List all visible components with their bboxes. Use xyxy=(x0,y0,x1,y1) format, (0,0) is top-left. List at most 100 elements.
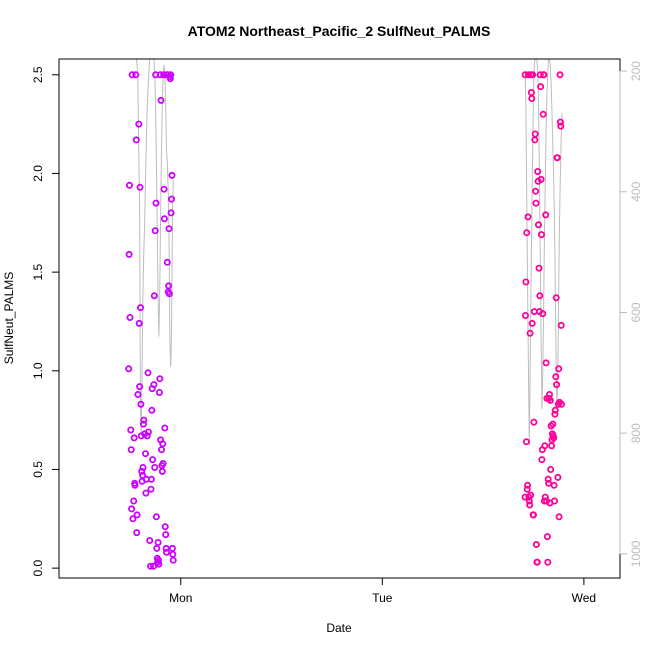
data-point xyxy=(168,171,176,179)
data-point xyxy=(526,501,534,509)
y2-tick-label: 400 xyxy=(629,181,643,201)
data-point xyxy=(160,215,168,223)
data-point xyxy=(547,465,555,473)
data-point xyxy=(537,83,545,91)
data-point xyxy=(525,497,533,505)
data-point xyxy=(534,167,542,175)
data-point xyxy=(536,71,544,79)
data-point xyxy=(556,118,564,126)
data-point xyxy=(127,426,135,434)
data-point xyxy=(525,71,533,79)
data-point xyxy=(133,511,141,519)
x-axis-label: Date xyxy=(326,621,352,635)
data-point xyxy=(157,96,165,104)
data-point xyxy=(555,365,563,373)
data-point xyxy=(128,505,136,513)
data-point xyxy=(544,475,552,483)
data-point xyxy=(535,264,543,272)
data-point xyxy=(155,560,163,568)
data-point xyxy=(146,562,154,570)
data-point xyxy=(542,211,550,219)
data-point xyxy=(528,95,536,103)
data-point xyxy=(542,359,550,367)
data-point xyxy=(148,406,156,414)
data-point xyxy=(136,304,144,312)
data-point xyxy=(129,515,137,523)
data-point xyxy=(530,511,538,519)
data-point xyxy=(142,489,150,497)
x-tick-label: Wed xyxy=(572,591,596,605)
data-point xyxy=(168,544,176,552)
y2-tick-label: 600 xyxy=(629,302,643,322)
data-point xyxy=(543,533,551,541)
data-point xyxy=(136,183,144,191)
data-point xyxy=(550,481,558,489)
data-point xyxy=(158,467,166,475)
data-point xyxy=(139,463,147,471)
x-tick-label: Mon xyxy=(169,591,192,605)
data-point xyxy=(549,420,557,428)
data-point xyxy=(127,446,135,454)
data-points-layer xyxy=(125,71,566,570)
data-point xyxy=(161,523,169,531)
data-point xyxy=(522,438,530,446)
data-point xyxy=(152,513,160,521)
data-point xyxy=(137,400,145,408)
data-point xyxy=(156,375,164,383)
y-tick-label: 0.0 xyxy=(31,559,45,576)
data-point xyxy=(527,491,535,499)
data-point xyxy=(167,195,175,203)
data-point xyxy=(165,290,173,298)
y2-tick-label: 1000 xyxy=(629,540,643,567)
data-point xyxy=(156,71,164,79)
y-tick-label: 2.0 xyxy=(31,165,45,182)
data-point xyxy=(157,446,165,454)
data-point xyxy=(147,475,155,483)
data-point xyxy=(167,71,175,79)
data-point xyxy=(523,485,531,493)
data-point xyxy=(533,558,541,566)
data-point xyxy=(553,381,561,389)
x-tick-label: Tue xyxy=(372,591,393,605)
data-point xyxy=(545,479,553,487)
data-point xyxy=(126,181,134,189)
pressure-line-layer xyxy=(127,58,563,446)
chart-title: ATOM2 Northeast_Pacific_2 SulfNeut_PALMS xyxy=(188,23,491,39)
data-point xyxy=(154,539,162,547)
pressure-line-2 xyxy=(524,58,563,446)
data-point xyxy=(143,432,151,440)
data-point xyxy=(152,199,160,207)
data-point xyxy=(546,390,554,398)
data-point xyxy=(169,556,177,564)
data-point xyxy=(551,410,559,418)
data-point xyxy=(538,456,546,464)
data-point xyxy=(523,229,531,237)
data-point xyxy=(136,383,144,391)
data-point xyxy=(165,225,173,233)
data-point xyxy=(551,406,559,414)
y-axis-label: SulfNeut_PALMS xyxy=(2,272,16,365)
data-point xyxy=(125,250,133,258)
data-point xyxy=(135,319,143,327)
data-point xyxy=(535,221,543,229)
data-point xyxy=(526,329,534,337)
data-point xyxy=(544,558,552,566)
data-point xyxy=(126,313,134,321)
data-point xyxy=(554,473,562,481)
data-point xyxy=(527,89,535,97)
data-point xyxy=(528,319,536,327)
data-point xyxy=(162,548,170,556)
data-point xyxy=(541,493,549,501)
data-point xyxy=(521,493,529,501)
data-point xyxy=(539,110,547,118)
y2-tick-label: 200 xyxy=(629,61,643,81)
data-point xyxy=(151,463,159,471)
data-point xyxy=(524,213,532,221)
data-point xyxy=(128,71,136,79)
data-point xyxy=(130,497,138,505)
data-point xyxy=(146,537,154,545)
data-point xyxy=(522,311,530,319)
data-point xyxy=(552,294,560,302)
data-point xyxy=(557,122,565,130)
data-point xyxy=(532,541,540,549)
